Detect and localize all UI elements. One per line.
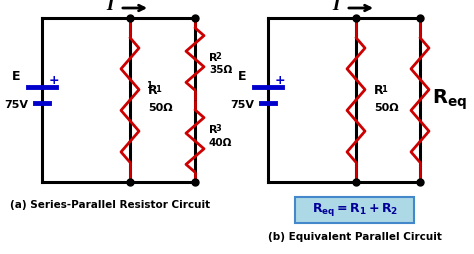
Text: I: I bbox=[107, 0, 114, 13]
Text: (b) Equivalent Parallel Circuit: (b) Equivalent Parallel Circuit bbox=[268, 232, 442, 242]
Text: 50Ω: 50Ω bbox=[148, 103, 173, 113]
Text: 1: 1 bbox=[146, 81, 152, 90]
Text: 1: 1 bbox=[155, 85, 161, 94]
Text: R: R bbox=[148, 84, 158, 97]
Text: $\mathbf{R_{eq}=R_1+R_2}$: $\mathbf{R_{eq}=R_1+R_2}$ bbox=[312, 201, 398, 218]
Text: E: E bbox=[238, 71, 246, 84]
Text: R: R bbox=[374, 84, 383, 97]
Text: R: R bbox=[209, 53, 218, 63]
Text: 2: 2 bbox=[215, 52, 221, 61]
Text: +: + bbox=[275, 73, 285, 87]
FancyBboxPatch shape bbox=[295, 197, 414, 223]
Text: 1: 1 bbox=[381, 85, 387, 94]
Text: 40Ω: 40Ω bbox=[209, 138, 232, 148]
Text: 3: 3 bbox=[215, 124, 221, 133]
Text: 75V: 75V bbox=[4, 100, 28, 110]
Text: 50Ω: 50Ω bbox=[374, 103, 399, 113]
Text: (a) Series-Parallel Resistor Circuit: (a) Series-Parallel Resistor Circuit bbox=[10, 200, 210, 210]
Text: R: R bbox=[209, 125, 218, 135]
Text: +: + bbox=[49, 73, 59, 87]
Text: I: I bbox=[332, 0, 339, 13]
Text: E: E bbox=[12, 71, 20, 84]
Text: 75V: 75V bbox=[230, 100, 254, 110]
Text: $\mathbf{R_{eq}}$: $\mathbf{R_{eq}}$ bbox=[432, 88, 467, 112]
Text: 35Ω: 35Ω bbox=[209, 65, 232, 75]
